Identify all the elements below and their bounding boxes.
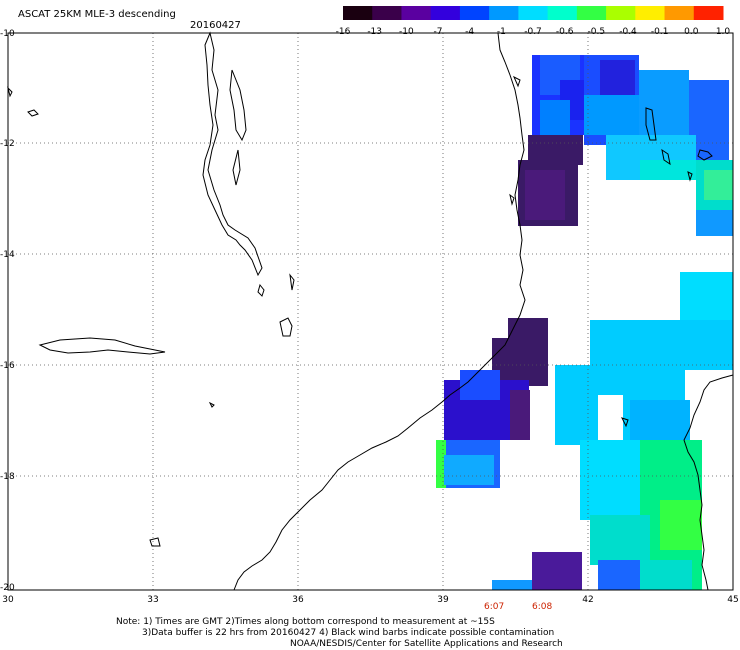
colorbar-tick-label: -0.7 [524, 27, 542, 37]
note-line-1: Note: 1) Times are GMT 2)Times along bot… [116, 617, 495, 627]
colorbar-swatch [372, 6, 402, 20]
colorbar-swatch [343, 6, 373, 20]
colorbar-tick-label: -7 [434, 27, 443, 37]
colorbar-swatch [664, 6, 695, 20]
y-tick-label: -14 [0, 250, 15, 260]
colorbar-tick-label: -10 [399, 27, 414, 37]
colorbar-swatch [459, 6, 490, 20]
colorbar-swatch [606, 6, 636, 20]
wind-swath-south [436, 272, 733, 590]
map-date: 20160427 [190, 20, 241, 31]
note-line-2: 3)Data buffer is 22 hrs from 20160427 4)… [142, 628, 554, 638]
x-axis-labels: 30 33 36 39 42 45 [2, 595, 738, 605]
colorbar-tick-label: -0.4 [619, 27, 637, 37]
y-tick-label: -10 [0, 29, 15, 39]
map-frame [7, 32, 734, 591]
colorbar-tick-label: -13 [367, 27, 382, 37]
y-tick-label: -20 [0, 583, 15, 593]
y-axis-labels: -10 -12 -14 -16 -18 -20 [0, 29, 15, 593]
colorbar-tick-label: 1.0 [716, 27, 731, 37]
colorbar-swatch [401, 6, 432, 20]
colorbar-swatch [693, 6, 724, 20]
y-tick-label: -18 [0, 472, 15, 482]
grid-lines [8, 33, 733, 590]
y-tick-label: -12 [0, 139, 15, 149]
colorbar-tick-label: 0.0 [684, 27, 699, 37]
colorbar-swatch [576, 6, 607, 20]
colorbar-tick-label: -4 [465, 27, 474, 37]
colorbar-ticks: -16 -13 -10 -7 -4 -1 -0.7 -0.6 -0.5 -0.4 -0.1 0.0 1.… [336, 27, 731, 37]
colorbar-tick-label: -0.5 [588, 27, 606, 37]
colorbar-swatch [547, 6, 578, 20]
x-tick-label: 39 [437, 595, 449, 605]
colorbar-tick-label: -16 [336, 27, 351, 37]
note-line-3: NOAA/NESDIS/Center for Satellite Applica… [290, 639, 563, 649]
colorbar-swatch [518, 6, 549, 20]
x-tick-label: 45 [727, 595, 738, 605]
coastlines [7, 31, 734, 591]
colorbar-tick-label: -0.1 [651, 27, 669, 37]
colorbar-swatch [430, 6, 461, 20]
pass-time-label: 6:08 [532, 602, 552, 612]
wind-swath-north [518, 55, 733, 236]
y-tick-label: -16 [0, 361, 15, 371]
colorbar-tick-label: -0.6 [556, 27, 574, 37]
x-tick-label: 30 [2, 595, 14, 605]
colorbar-swatch [635, 6, 666, 20]
map-title: ASCAT 25KM MLE-3 descending [18, 9, 176, 20]
pass-time-label: 6:07 [484, 602, 504, 612]
colorbar-swatch [489, 6, 519, 20]
x-tick-label: 33 [147, 595, 158, 605]
x-tick-label: 42 [582, 595, 593, 605]
colorbar-tick-label: -1 [497, 27, 506, 37]
x-tick-label: 36 [292, 595, 304, 605]
colorbar [343, 6, 724, 20]
